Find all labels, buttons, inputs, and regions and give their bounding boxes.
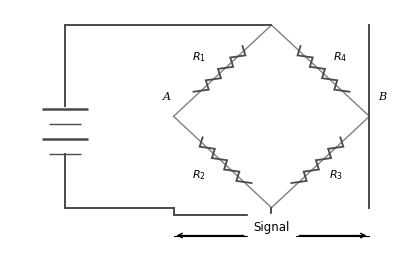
Text: $R_1$: $R_1$ [192, 50, 206, 64]
Text: Signal: Signal [253, 220, 290, 233]
Text: B: B [378, 92, 386, 102]
Text: $R_2$: $R_2$ [192, 167, 206, 181]
Text: A: A [163, 92, 171, 102]
Text: $R_4$: $R_4$ [333, 50, 347, 64]
Text: $R_3$: $R_3$ [329, 167, 343, 181]
